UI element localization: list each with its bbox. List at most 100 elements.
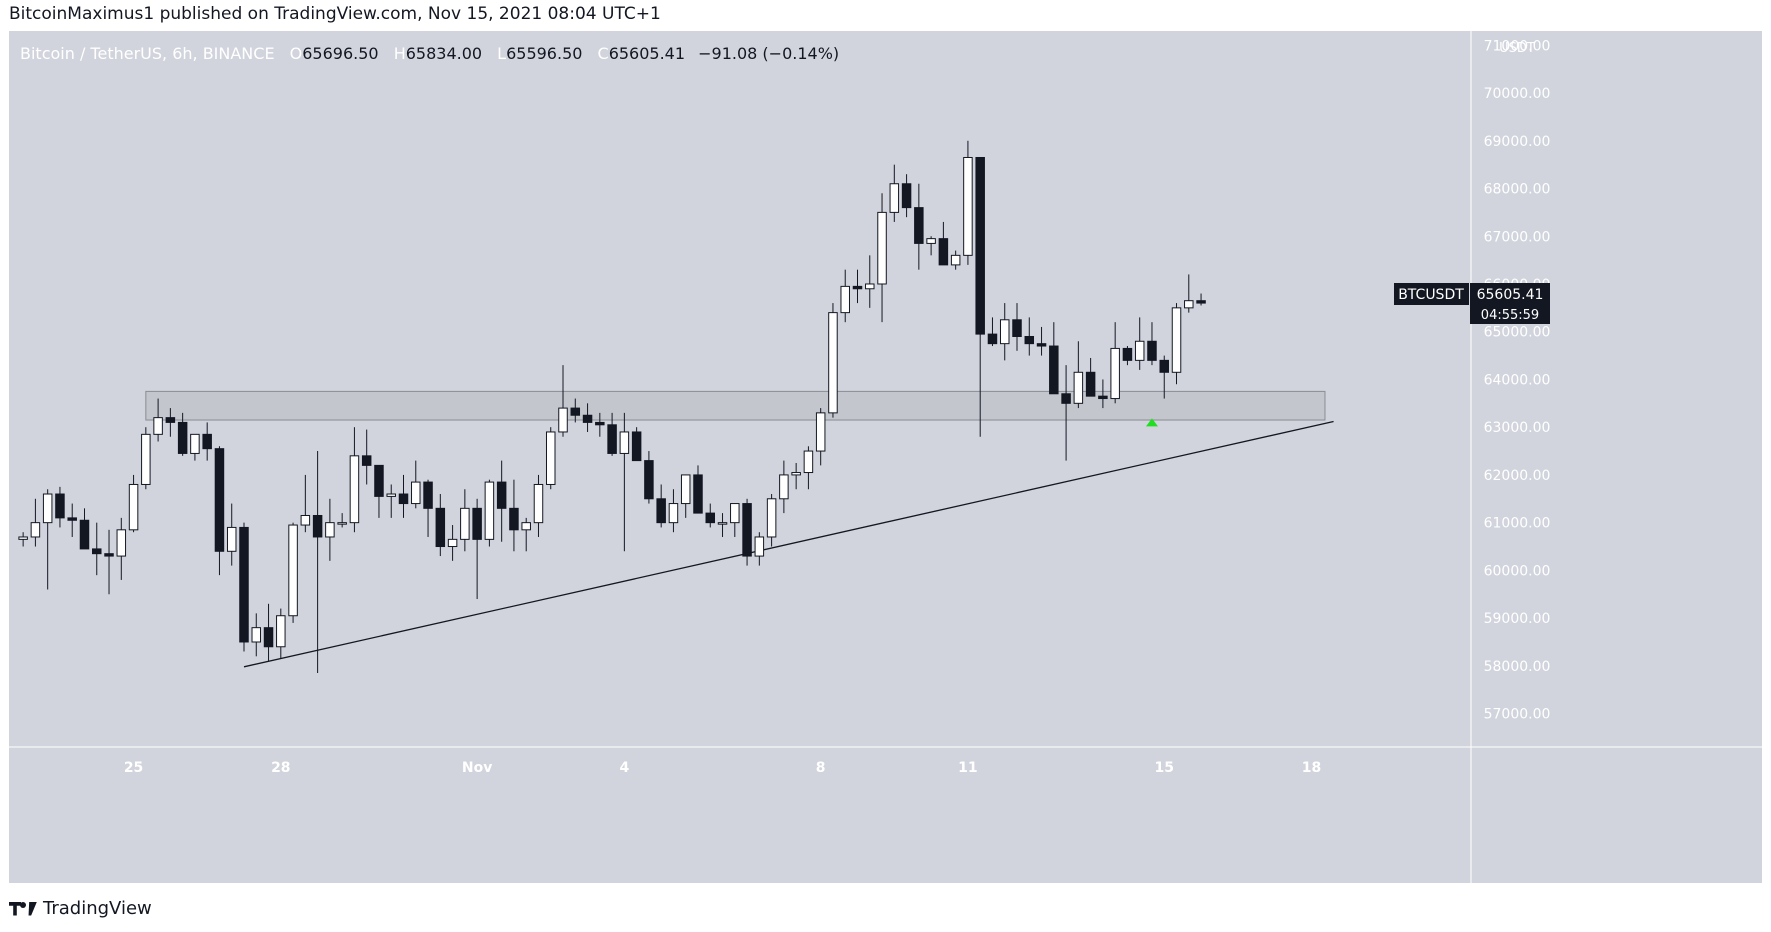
candle[interactable] xyxy=(1049,322,1059,395)
candle[interactable] xyxy=(190,433,200,461)
candle[interactable] xyxy=(840,269,850,323)
candle[interactable] xyxy=(386,484,396,518)
candle[interactable] xyxy=(1085,357,1096,397)
candle[interactable] xyxy=(1024,317,1035,356)
candle[interactable] xyxy=(803,446,814,490)
candle[interactable] xyxy=(705,503,716,528)
candle[interactable] xyxy=(828,303,838,418)
candle[interactable] xyxy=(963,140,973,265)
candle[interactable] xyxy=(202,422,212,461)
candle[interactable] xyxy=(987,317,998,347)
candle[interactable] xyxy=(1147,322,1157,366)
candle[interactable] xyxy=(177,412,188,456)
candlestick-chart[interactable]: 57000.00 58000.00 59000.00 60000.00 61000.00… xyxy=(9,31,1762,883)
candle[interactable] xyxy=(558,365,568,437)
candle[interactable] xyxy=(104,529,114,595)
candle[interactable] xyxy=(570,398,581,423)
candle[interactable] xyxy=(582,403,593,432)
candle[interactable] xyxy=(680,474,691,518)
candle[interactable] xyxy=(214,446,225,576)
candle[interactable] xyxy=(116,517,127,580)
candle[interactable] xyxy=(1098,379,1108,409)
ascending-trendline[interactable] xyxy=(243,420,1334,668)
candle[interactable] xyxy=(1122,346,1133,366)
candle[interactable] xyxy=(852,269,863,304)
candle[interactable] xyxy=(901,174,912,218)
candle[interactable] xyxy=(1159,355,1169,399)
candle[interactable] xyxy=(435,494,446,557)
candle[interactable] xyxy=(644,451,654,504)
candle[interactable] xyxy=(815,408,826,466)
candle[interactable] xyxy=(619,412,630,552)
candle[interactable] xyxy=(67,503,77,537)
candle[interactable] xyxy=(226,503,237,566)
candle[interactable] xyxy=(791,462,801,490)
candle[interactable] xyxy=(239,522,249,652)
candle[interactable] xyxy=(288,522,298,623)
candle[interactable] xyxy=(496,460,507,542)
candle[interactable] xyxy=(349,427,360,533)
candle[interactable] xyxy=(693,465,703,514)
candle[interactable] xyxy=(263,603,274,662)
candle[interactable] xyxy=(447,525,458,561)
candle[interactable] xyxy=(631,427,642,462)
candle[interactable] xyxy=(398,474,409,518)
candle[interactable] xyxy=(141,427,151,490)
candle[interactable] xyxy=(607,412,617,456)
candle[interactable] xyxy=(1134,317,1145,370)
candle[interactable] xyxy=(730,503,740,537)
candle[interactable] xyxy=(1061,365,1071,461)
candle[interactable] xyxy=(325,498,335,561)
candle[interactable] xyxy=(1184,274,1194,313)
candle[interactable] xyxy=(18,532,28,547)
tradingview-footer[interactable]: TradingView xyxy=(9,898,152,919)
candle[interactable] xyxy=(79,508,90,550)
candle[interactable] xyxy=(926,236,936,256)
candle[interactable] xyxy=(656,484,666,528)
candle[interactable] xyxy=(92,522,102,576)
candle[interactable] xyxy=(42,489,53,590)
chart-frame[interactable]: 57000.00 58000.00 59000.00 60000.00 61000.00… xyxy=(9,31,1762,883)
candle[interactable] xyxy=(251,613,262,657)
candle[interactable] xyxy=(484,479,495,547)
candle[interactable] xyxy=(30,498,41,547)
candle[interactable] xyxy=(1012,303,1022,351)
resistance-zone[interactable] xyxy=(145,390,1326,421)
candle[interactable] xyxy=(877,193,887,323)
candle[interactable] xyxy=(1171,303,1182,385)
candle[interactable] xyxy=(1196,293,1206,306)
candle[interactable] xyxy=(472,498,482,600)
candle[interactable] xyxy=(411,460,421,509)
candle[interactable] xyxy=(938,221,949,266)
candle[interactable] xyxy=(950,250,961,270)
candle[interactable] xyxy=(1036,326,1047,356)
candle[interactable] xyxy=(545,427,556,490)
candle[interactable] xyxy=(312,451,323,674)
candle[interactable] xyxy=(460,489,470,552)
candle[interactable] xyxy=(766,494,777,547)
candle[interactable] xyxy=(509,479,519,552)
candle[interactable] xyxy=(533,474,544,537)
candle[interactable] xyxy=(374,464,384,518)
candle[interactable] xyxy=(595,412,605,437)
candle[interactable] xyxy=(717,513,728,537)
candle[interactable] xyxy=(779,460,789,514)
candle[interactable] xyxy=(1073,341,1084,409)
candle[interactable] xyxy=(914,183,924,270)
candle[interactable] xyxy=(276,608,286,659)
candle[interactable] xyxy=(55,486,65,528)
candle[interactable] xyxy=(521,517,531,552)
candle[interactable] xyxy=(153,398,163,442)
candle[interactable] xyxy=(889,164,900,222)
candle[interactable] xyxy=(300,474,311,533)
candle[interactable] xyxy=(742,498,752,566)
candle[interactable] xyxy=(668,489,679,533)
candle[interactable] xyxy=(975,156,985,437)
candle[interactable] xyxy=(1110,322,1120,404)
candle[interactable] xyxy=(423,479,433,537)
candle[interactable] xyxy=(999,303,1010,361)
candle[interactable] xyxy=(128,474,139,533)
candle[interactable] xyxy=(865,255,875,308)
candle[interactable] xyxy=(361,429,372,485)
candle[interactable] xyxy=(754,532,765,566)
